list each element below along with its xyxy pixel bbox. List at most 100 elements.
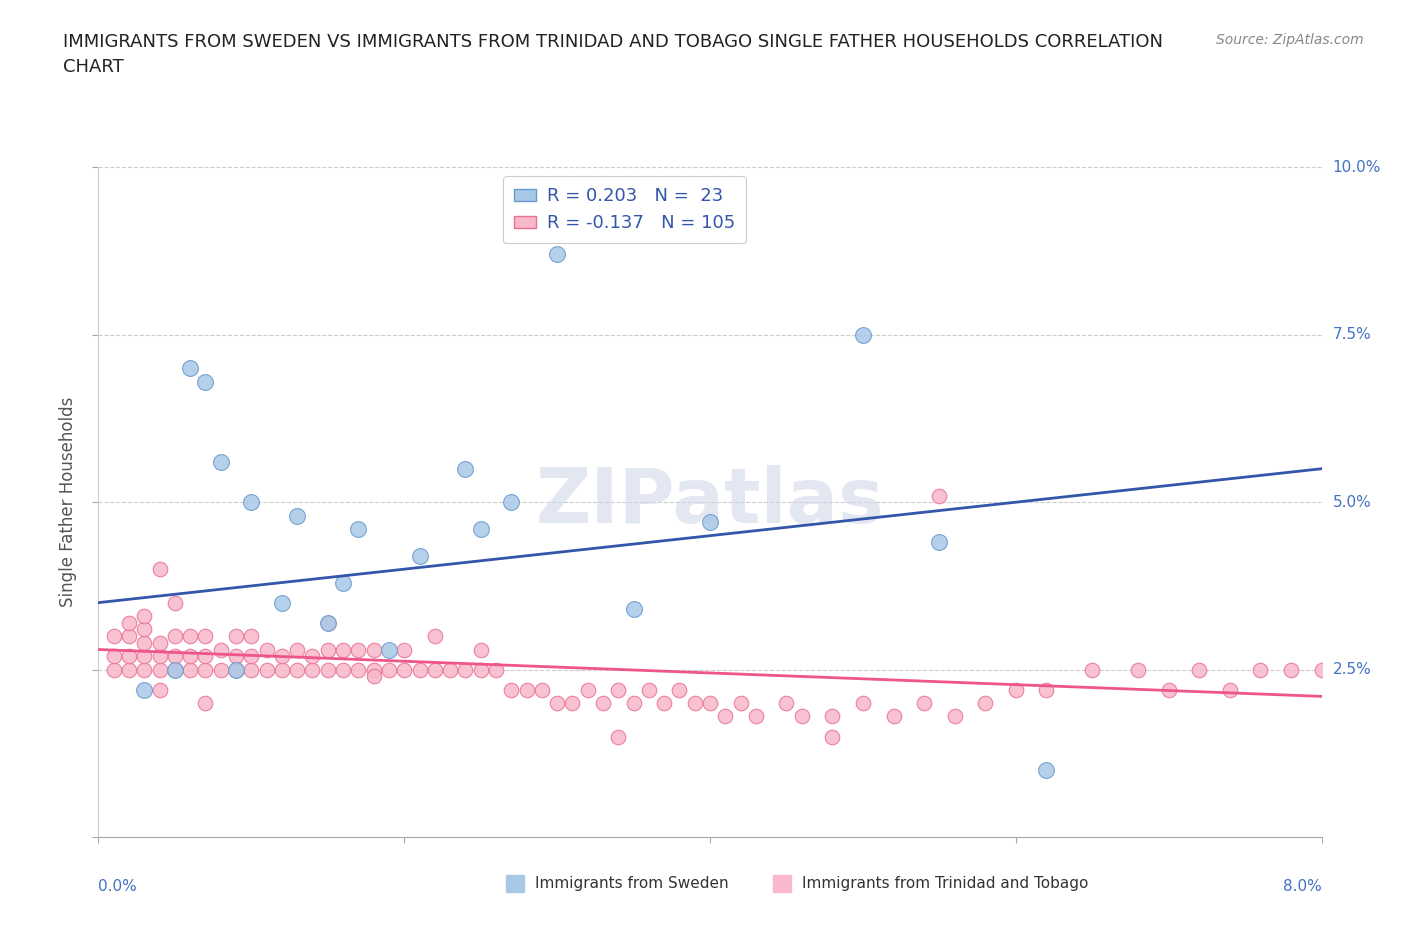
Point <box>194 662 217 677</box>
Point <box>225 649 247 664</box>
Point <box>209 642 232 657</box>
Text: 5.0%: 5.0% <box>1333 495 1371 510</box>
Text: 8.0%: 8.0% <box>1282 879 1322 894</box>
Point <box>392 662 416 677</box>
Point <box>576 683 599 698</box>
Point <box>118 616 141 631</box>
Point <box>1157 683 1180 698</box>
Point <box>149 683 172 698</box>
Point <box>470 662 492 677</box>
Text: CHART: CHART <box>63 58 124 75</box>
Point <box>1249 662 1271 677</box>
Point <box>1004 683 1026 698</box>
Point <box>423 629 446 644</box>
Point <box>1219 683 1241 698</box>
Point <box>103 662 125 677</box>
Point <box>501 683 523 698</box>
Point <box>408 662 430 677</box>
Point <box>852 696 875 711</box>
Point <box>316 616 339 631</box>
Point <box>821 709 844 724</box>
Point <box>256 662 278 677</box>
Point <box>285 642 308 657</box>
Point <box>209 455 232 470</box>
Point <box>1310 662 1333 677</box>
Point <box>378 642 401 657</box>
Point <box>1035 763 1057 777</box>
Point <box>1035 683 1057 698</box>
Point <box>134 683 156 698</box>
Point <box>240 495 263 510</box>
Point <box>194 629 217 644</box>
Text: IMMIGRANTS FROM SWEDEN VS IMMIGRANTS FROM TRINIDAD AND TOBAGO SINGLE FATHER HOUS: IMMIGRANTS FROM SWEDEN VS IMMIGRANTS FRO… <box>63 33 1163 50</box>
Text: ZIPatlas: ZIPatlas <box>536 465 884 539</box>
Point <box>332 575 354 590</box>
Point <box>347 662 370 677</box>
Point <box>775 696 797 711</box>
Point <box>637 683 661 698</box>
Point <box>225 662 247 677</box>
Point <box>928 488 950 503</box>
Point <box>285 662 308 677</box>
Point <box>103 649 125 664</box>
Point <box>546 696 568 711</box>
Point <box>378 662 401 677</box>
Point <box>485 662 508 677</box>
Point <box>134 622 156 637</box>
Point <box>149 562 172 577</box>
Point <box>1188 662 1211 677</box>
Point <box>454 662 477 677</box>
Point <box>225 629 247 644</box>
Point <box>546 247 568 262</box>
Point <box>332 642 354 657</box>
Point <box>714 709 737 724</box>
Point <box>194 696 217 711</box>
Point <box>134 662 156 677</box>
Point <box>179 629 201 644</box>
Point <box>179 662 201 677</box>
Point <box>652 696 675 711</box>
Point <box>943 709 966 724</box>
Point <box>163 595 186 610</box>
Point <box>730 696 752 711</box>
Point <box>301 649 323 664</box>
Point <box>699 696 721 711</box>
Point <box>363 669 385 684</box>
Point <box>745 709 768 724</box>
Point <box>149 649 172 664</box>
Point <box>240 649 263 664</box>
Point <box>149 662 172 677</box>
Point <box>240 662 263 677</box>
Point <box>316 616 339 631</box>
Text: Source: ZipAtlas.com: Source: ZipAtlas.com <box>1216 33 1364 46</box>
Point <box>134 635 156 650</box>
Point <box>285 508 308 523</box>
Point <box>561 696 583 711</box>
Point <box>332 662 354 677</box>
Point <box>179 361 201 376</box>
Point <box>516 683 538 698</box>
Point <box>423 662 446 677</box>
Point <box>163 662 186 677</box>
Point <box>683 696 706 711</box>
Point <box>790 709 813 724</box>
Point <box>240 629 263 644</box>
Point <box>974 696 997 711</box>
Point <box>194 649 217 664</box>
Point <box>470 642 492 657</box>
Point <box>118 662 141 677</box>
Text: Immigrants from Trinidad and Tobago: Immigrants from Trinidad and Tobago <box>803 876 1088 891</box>
Text: 10.0%: 10.0% <box>1333 160 1381 175</box>
Point <box>470 522 492 537</box>
Point <box>163 649 186 664</box>
Point <box>699 515 721 530</box>
Point <box>270 595 294 610</box>
Point <box>118 629 141 644</box>
Point <box>1279 662 1302 677</box>
Point <box>134 608 156 623</box>
Point <box>454 461 477 476</box>
Point <box>392 642 416 657</box>
Point <box>103 629 125 644</box>
Point <box>501 495 523 510</box>
Point <box>270 649 294 664</box>
